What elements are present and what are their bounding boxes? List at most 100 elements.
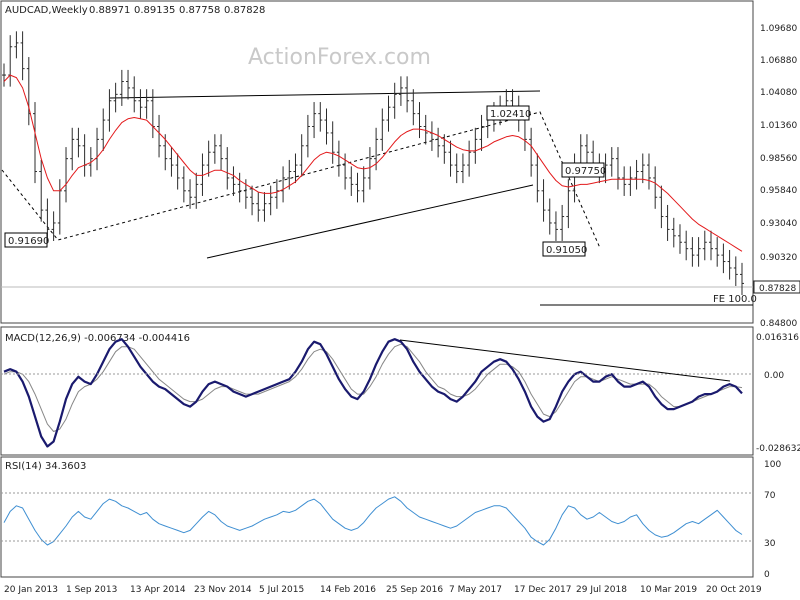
ohlc-bar — [305, 114, 310, 158]
price-title: AUDCAD,Weekly — [5, 5, 88, 16]
ohlc-bar — [405, 76, 410, 113]
ohlc-bar — [194, 172, 199, 209]
ohlc-bar — [181, 166, 186, 203]
ohlc-bar — [8, 35, 13, 87]
ohlc-bar — [188, 179, 193, 209]
ohlc-bar — [690, 237, 695, 267]
ohlc-bar — [702, 230, 707, 261]
x-tick-label: 20 Oct 2019 — [706, 585, 762, 595]
ohlc-bar — [367, 147, 372, 190]
ohlc-bar — [268, 185, 273, 216]
ohlc-bar — [634, 159, 639, 190]
macd-panel-frame — [0, 326, 754, 456]
annotation-high-2017: 1.02410 — [490, 109, 531, 120]
annotation-977: 0.97750 — [565, 166, 606, 177]
x-tick-label: 14 Feb 2016 — [320, 585, 376, 595]
ohlc-bar — [429, 121, 434, 151]
price-bars — [2, 31, 744, 295]
ohlc-bar — [138, 89, 143, 119]
annotations: 0.91690 1.02410 0.97750 0.91050 FE 100.0 — [4, 105, 757, 305]
macd-trendline — [399, 339, 731, 382]
ohlc-bar — [380, 108, 385, 151]
ohlc-bar — [281, 166, 286, 203]
ohlc-bar — [584, 134, 589, 164]
ohlc-bar — [51, 211, 56, 241]
ohlc-bar — [572, 153, 577, 203]
annotation-low-2013: 0.91690 — [8, 236, 49, 247]
ohlc-bar — [547, 198, 552, 235]
x-tick-label: 10 Mar 2019 — [640, 585, 697, 595]
ohlc-bar — [101, 108, 106, 151]
ohlc-bar — [262, 192, 267, 222]
ohlc-low: 0.87758 — [179, 5, 220, 16]
rsi-lines — [3, 496, 743, 546]
ohlc-bar — [157, 114, 162, 158]
ohlc-bar — [708, 230, 713, 261]
x-tick-label: 13 Apr 2014 — [130, 585, 186, 595]
ohlc-bar — [615, 147, 620, 190]
ohlc-bar — [653, 166, 658, 209]
ohlc-bar — [250, 185, 255, 216]
x-tick-label: 25 Sep 2016 — [386, 585, 443, 595]
ohlc-bar — [609, 147, 614, 177]
annotation-fe: FE 100.0 — [713, 294, 757, 305]
ohlc-bar — [721, 243, 726, 274]
ohlc-bar — [622, 166, 627, 196]
ohlc-bar — [225, 147, 230, 190]
ohlc-bar — [560, 204, 565, 241]
x-tick-label: 7 May 2017 — [449, 585, 502, 595]
ohlc-bar — [312, 102, 317, 139]
macd-tick-label: -0.028632 — [756, 444, 800, 454]
ohlc-bar — [423, 114, 428, 145]
rsi-panel-frame — [0, 456, 754, 578]
ohlc-bar — [150, 89, 155, 139]
macd-tick-label: 0.016316 — [756, 333, 799, 343]
lower-trendline — [206, 184, 534, 259]
moving-average-line — [3, 74, 743, 252]
ohlc-bar — [454, 153, 459, 184]
ohlc-bar — [144, 89, 149, 119]
ohlc-bar — [553, 211, 558, 241]
upper-trendline — [109, 90, 541, 99]
current-price-box — [753, 280, 800, 294]
annotation-box-910 — [542, 241, 586, 257]
price-tick-label: 1.04080 — [760, 88, 797, 98]
price-trendlines — [1, 90, 753, 306]
ohlc-bar — [169, 147, 174, 177]
price-tick-label: 0.93040 — [760, 219, 797, 229]
ohlc-bar — [14, 31, 19, 59]
price-y-axis: 1.09680 1.06880 1.04080 1.01360 0.98560 … — [753, 24, 800, 329]
ohlc-bar — [411, 89, 416, 126]
ohlc-bar — [132, 76, 137, 113]
ohlc-bar — [448, 140, 453, 177]
ohlc-bar — [740, 262, 744, 295]
ohlc-bar — [398, 76, 403, 106]
x-tick-label: 5 Jul 2015 — [259, 585, 304, 595]
annotation-box-977 — [561, 162, 605, 178]
ohlc-bar — [318, 102, 323, 132]
annotation-box-low-2013 — [4, 232, 48, 248]
ohlc-bar — [727, 249, 732, 280]
watermark: ActionForex.com — [248, 45, 431, 70]
ohlc-bar — [677, 224, 682, 254]
ohlc-bar — [659, 185, 664, 229]
ohlc-bar — [392, 82, 397, 119]
rsi-title: RSI(14) 34.3603 — [5, 461, 86, 472]
ohlc-bar — [20, 31, 25, 81]
ohlc-bar — [460, 153, 465, 184]
macd-title: MACD(12,26,9) -0.006734 -0.004416 — [5, 333, 190, 344]
x-tick-label: 17 Dec 2017 — [514, 585, 572, 595]
ohlc-bar — [355, 172, 360, 203]
ohlc-bar — [467, 140, 472, 177]
price-tick-label: 1.06880 — [760, 56, 797, 66]
ohlc-open: 0.88971 — [89, 5, 130, 16]
ohlc-bar — [107, 89, 112, 132]
ohlc-bar — [256, 192, 261, 222]
price-tick-label: 1.01360 — [760, 121, 797, 131]
ohlc-bar — [219, 134, 224, 171]
ohlc-bar — [696, 237, 701, 267]
ohlc-bar — [628, 166, 633, 196]
ohlc-bar — [646, 153, 651, 190]
ohlc-bar — [715, 237, 720, 267]
